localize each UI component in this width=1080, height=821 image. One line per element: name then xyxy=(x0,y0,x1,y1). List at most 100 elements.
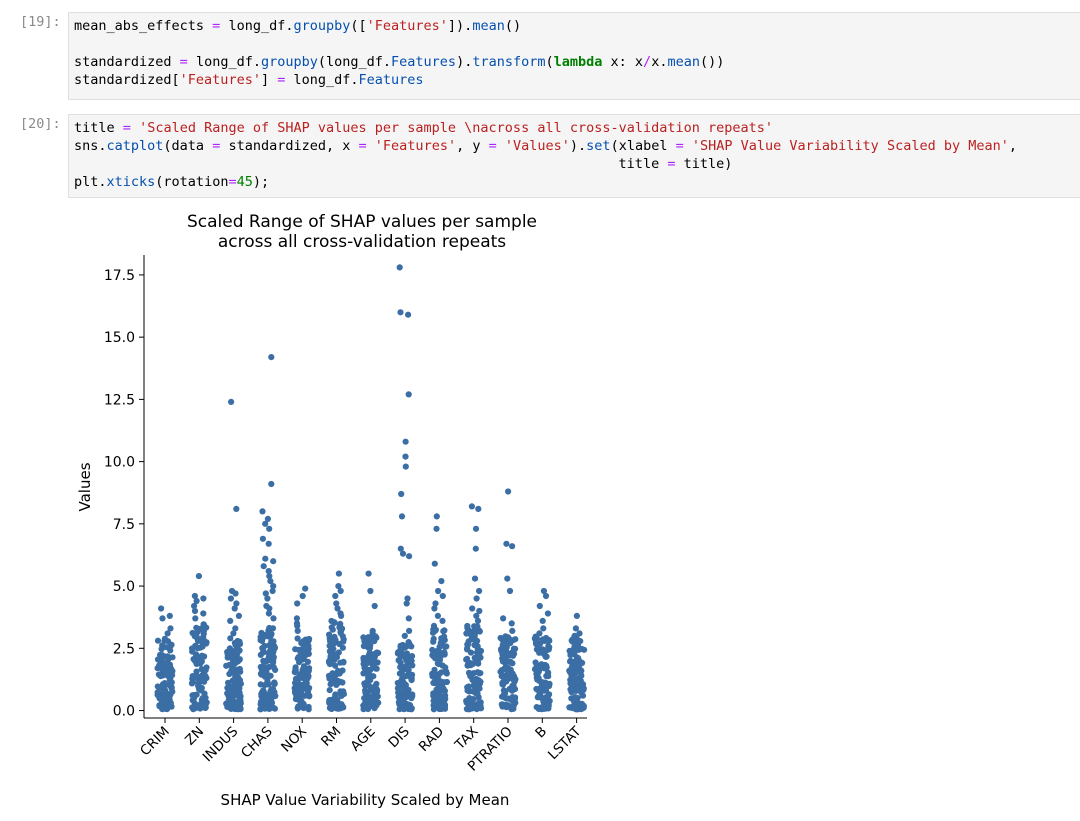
data-point xyxy=(536,602,543,610)
code-input[interactable]: title = 'Scaled Range of SHAP values per… xyxy=(68,114,1080,198)
data-point xyxy=(235,684,242,691)
data-point xyxy=(164,630,171,637)
data-point xyxy=(227,617,234,624)
code-token: long_df. xyxy=(220,18,294,34)
data-point xyxy=(572,625,579,632)
data-point xyxy=(572,687,579,694)
code-block[interactable]: title = 'Scaled Range of SHAP values per… xyxy=(74,119,1076,191)
data-point xyxy=(474,657,481,664)
data-point xyxy=(194,644,201,651)
data-point xyxy=(262,590,269,597)
code-token: standardized, x xyxy=(220,138,359,154)
data-point xyxy=(340,688,347,695)
data-point xyxy=(468,636,475,643)
x-tick-label-chas: CHAS xyxy=(238,724,276,762)
output-figure: Scaled Range of SHAP values per sample a… xyxy=(68,205,628,819)
code-token: = xyxy=(228,174,237,190)
data-point xyxy=(403,694,410,701)
data-point xyxy=(541,696,548,703)
code-input[interactable]: mean_abs_effects = long_df.groupby(['Fea… xyxy=(68,12,1080,100)
data-point xyxy=(509,627,516,634)
data-point xyxy=(265,540,272,547)
data-point xyxy=(233,505,240,512)
data-point xyxy=(266,642,273,649)
data-point xyxy=(168,685,175,692)
code-token: 'Features' xyxy=(374,138,457,154)
x-tick-label-crim: CRIM xyxy=(137,724,173,760)
data-point xyxy=(476,651,483,658)
data-point xyxy=(434,612,441,619)
data-point xyxy=(510,677,517,684)
data-point xyxy=(193,668,200,675)
data-point xyxy=(226,688,233,695)
code-token: xticks xyxy=(106,174,156,190)
data-point xyxy=(266,624,273,632)
data-point xyxy=(303,680,310,687)
data-point xyxy=(268,354,275,361)
data-point xyxy=(326,642,333,649)
data-point xyxy=(200,610,207,617)
data-point xyxy=(328,677,335,684)
code-token: (rotation xyxy=(155,174,229,190)
data-point xyxy=(399,550,407,557)
data-point xyxy=(160,669,167,676)
y-tick-label: 5.0 xyxy=(113,579,135,595)
data-point xyxy=(435,587,442,595)
x-tick-label-rad: RAD xyxy=(416,724,447,755)
code-token: = xyxy=(277,72,286,88)
data-point xyxy=(536,630,543,637)
data-point xyxy=(440,685,447,692)
data-point xyxy=(333,600,340,607)
x-tick-label-tax: TAX xyxy=(451,724,481,754)
data-point xyxy=(167,625,174,632)
data-point xyxy=(471,575,479,582)
code-token: catplot xyxy=(106,138,164,154)
data-point xyxy=(260,563,267,570)
data-point xyxy=(503,678,510,685)
code-token xyxy=(684,138,692,154)
data-point xyxy=(430,638,437,645)
data-point xyxy=(567,652,574,659)
x-tick-label-age: AGE xyxy=(348,724,379,755)
data-point xyxy=(468,672,475,679)
code-token: 'Features' xyxy=(179,72,261,88)
data-point xyxy=(234,701,242,708)
data-point xyxy=(361,638,368,645)
data-point xyxy=(498,701,505,708)
data-point xyxy=(202,667,209,674)
data-point xyxy=(189,679,197,686)
y-tick-label: 15.0 xyxy=(104,330,135,346)
data-point xyxy=(403,643,410,650)
data-point xyxy=(335,583,342,590)
data-point xyxy=(498,647,505,654)
data-point xyxy=(577,638,584,645)
data-point xyxy=(299,645,307,652)
data-point xyxy=(305,690,312,697)
data-point xyxy=(260,663,267,670)
code-token: 45 xyxy=(236,174,253,190)
data-point xyxy=(191,592,198,600)
data-point xyxy=(498,667,505,674)
code-block[interactable]: mean_abs_effects = long_df.groupby(['Fea… xyxy=(74,17,1076,89)
data-point xyxy=(544,610,551,617)
data-point xyxy=(474,643,481,650)
y-tick-label: 12.5 xyxy=(104,392,135,408)
data-point xyxy=(261,690,268,697)
data-point xyxy=(332,691,339,698)
data-point xyxy=(340,659,347,666)
data-point xyxy=(159,615,166,622)
data-point xyxy=(443,670,450,677)
data-point xyxy=(270,656,277,663)
data-point xyxy=(464,645,471,652)
code-token: () xyxy=(504,18,522,34)
data-point xyxy=(229,677,236,684)
data-point xyxy=(366,673,373,680)
data-point xyxy=(430,622,438,629)
data-point xyxy=(500,638,507,645)
data-point xyxy=(509,685,516,692)
data-point xyxy=(501,690,508,697)
data-point xyxy=(338,612,345,619)
code-token: ]). xyxy=(447,18,473,34)
data-point xyxy=(362,664,369,671)
code-token: mean xyxy=(472,18,505,34)
